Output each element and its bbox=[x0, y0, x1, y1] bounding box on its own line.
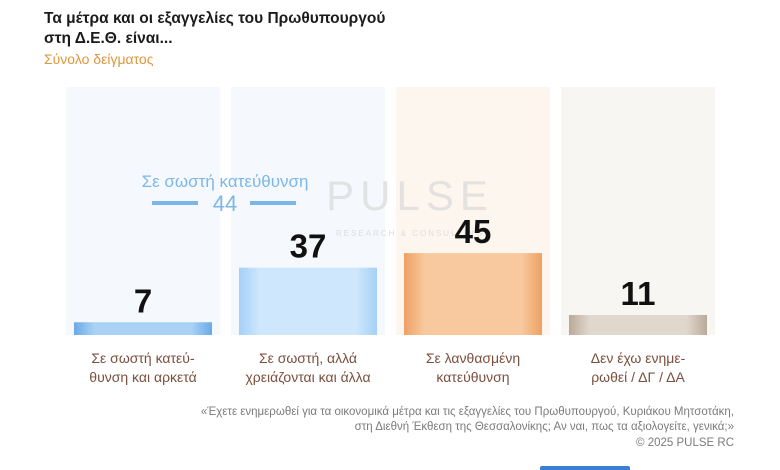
watermark-brand: PULSE bbox=[326, 172, 494, 219]
category-label-2: Σε σωστή, αλλά χρειάζονται και άλλα bbox=[245, 350, 371, 385]
chart-title: Τα μέτρα και οι εξαγγελίες του Πρωθυπουρ… bbox=[44, 10, 386, 47]
category-label-1: Σε σωστή κατεύ- θυνση και αρκετά bbox=[89, 350, 197, 385]
annotation-value: 44 bbox=[213, 191, 237, 216]
value-label-2: 37 bbox=[290, 228, 327, 265]
annotation-label: Σε σωστή κατεύθυνση bbox=[142, 172, 309, 191]
bar-4 bbox=[569, 314, 707, 335]
bar-1 bbox=[74, 322, 212, 335]
value-label-3: 45 bbox=[455, 213, 492, 250]
bar-2 bbox=[239, 267, 377, 335]
category-label-3: Σε λανθασμένη κατεύθυνση bbox=[425, 350, 521, 385]
value-label-1: 7 bbox=[134, 282, 152, 319]
category-label-4: Δεν έχω ενημε- ρωθεί / ΔΓ / ΔΑ bbox=[590, 350, 686, 385]
bar-3 bbox=[404, 253, 542, 335]
bottom-strip bbox=[540, 466, 630, 470]
survey-question: «Έχετε ενημερωθεί για τα οικονομικά μέτρ… bbox=[200, 406, 734, 433]
bar-panel-4 bbox=[561, 87, 715, 335]
bar-panel-1 bbox=[66, 87, 220, 335]
chart-subtitle: Σύνολο δείγματος bbox=[44, 51, 154, 67]
pulse-watermark: PULSE RESEARCH & CONSULTING bbox=[326, 172, 494, 238]
copyright: © 2025 PULSE RC bbox=[636, 437, 734, 449]
watermark-tagline: RESEARCH & CONSULTING bbox=[336, 229, 484, 238]
value-label-4: 11 bbox=[621, 275, 656, 312]
